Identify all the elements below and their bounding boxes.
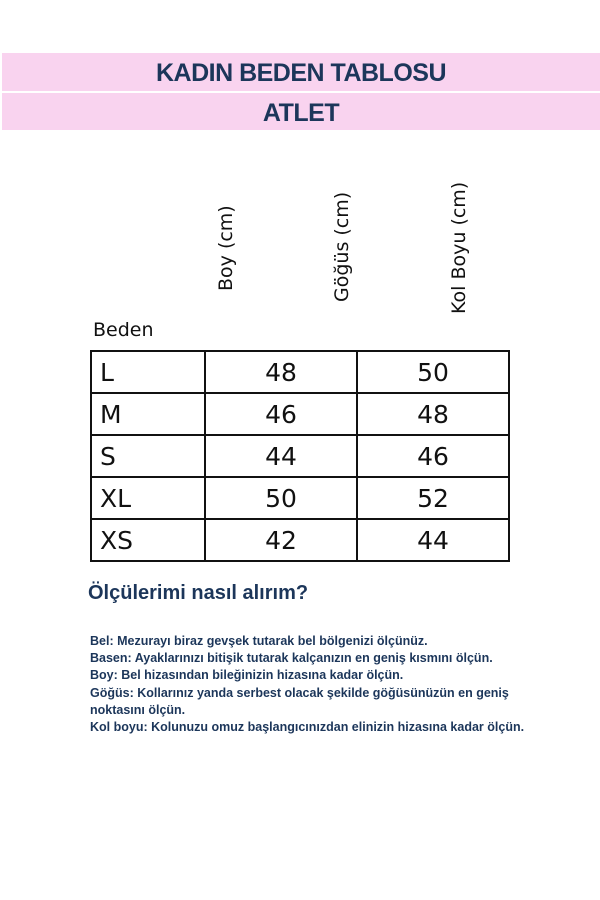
table-row: S 44 46 [90,434,510,478]
size-cell: XL [90,476,206,520]
column-header-gogus: Göğüs (cm) [331,191,353,302]
page-title: KADIN BEDEN TABLOSU [155,59,447,87]
title-banner: KADIN BEDEN TABLOSU [2,53,600,91]
guide-title: Ölçülerimi nasıl alırım? [88,582,309,604]
value-cell: 44 [356,518,510,562]
size-cell: L [90,350,206,394]
value-cell: 46 [204,392,358,436]
row-header-label: Beden [93,319,154,341]
size-cell: XS [90,518,206,562]
size-cell: S [90,434,206,478]
table-row: XL 50 52 [90,476,510,520]
instruction-line: Göğüs: Kollarınız yanda serbest olacak ş… [90,685,509,717]
value-cell: 42 [204,518,358,562]
column-header-boy: Boy (cm) [215,205,237,291]
value-cell: 48 [356,392,510,436]
table-row: XS 42 44 [90,518,510,562]
value-cell: 50 [204,476,358,520]
size-cell: M [90,392,206,436]
size-table: L 48 50 M 46 48 S 44 46 XL 50 52 XS 42 44 [90,350,510,562]
table-row: L 48 50 [90,350,510,394]
value-cell: 44 [204,434,358,478]
value-cell: 52 [356,476,510,520]
value-cell: 48 [204,350,358,394]
value-cell: 46 [356,434,510,478]
instruction-line: Bel: Mezurayı biraz gevşek tutarak bel b… [90,634,428,648]
table-row: M 46 48 [90,392,510,436]
subtitle-banner: ATLET [2,93,600,130]
guide-instructions: Bel: Mezurayı biraz gevşek tutarak bel b… [90,633,560,736]
instruction-line: Kol boyu: Kolunuzu omuz başlangıcınızdan… [90,720,525,735]
value-cell: 50 [356,350,510,394]
page-subtitle: ATLET [262,99,340,127]
instruction-line: Basen: Ayaklarınızı bitişik tutarak kalç… [90,651,493,666]
instruction-line: Boy: Bel hizasından bileğinizin hizasına… [90,668,404,683]
column-header-kol-boyu: Kol Boyu (cm) [448,181,470,314]
